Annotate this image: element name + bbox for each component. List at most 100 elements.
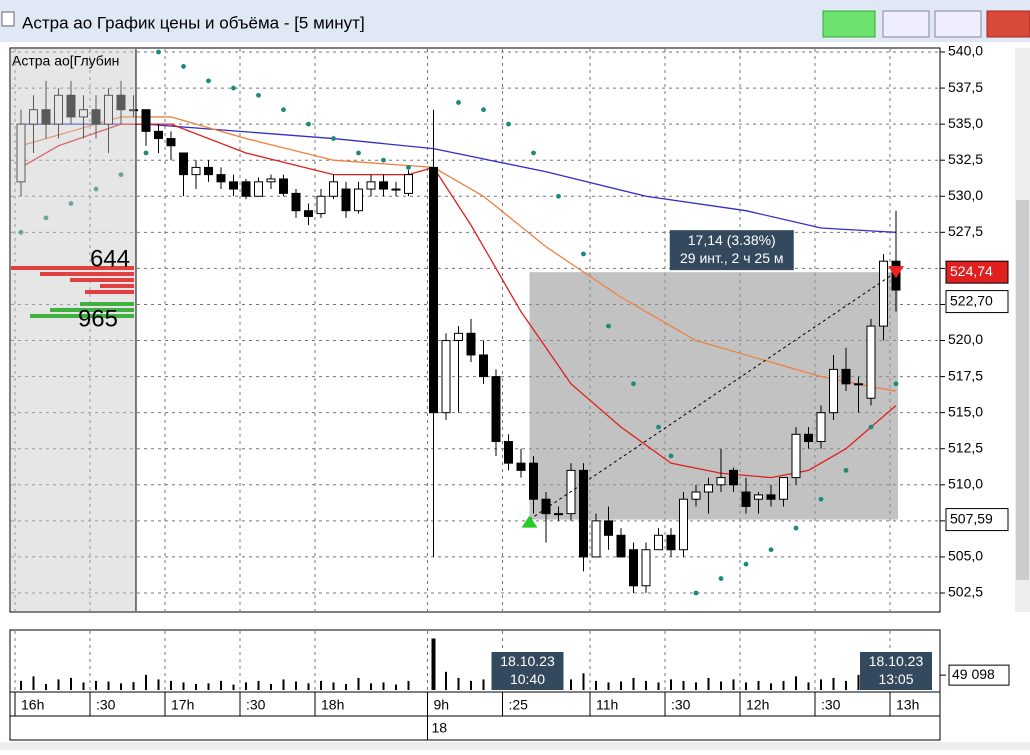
candle-body <box>766 494 776 500</box>
h-scrollbar[interactable] <box>0 742 1030 750</box>
candle-body <box>241 181 251 197</box>
x-tick-label: :30 <box>246 697 266 713</box>
price-label-box <box>945 508 1009 532</box>
measure-change: 17,14 (3.38%) <box>688 232 776 248</box>
sar-dot <box>68 201 74 206</box>
candle-body <box>104 94 113 125</box>
moving-average <box>20 116 897 392</box>
candle-body <box>841 368 851 385</box>
candle-body <box>741 491 751 507</box>
y-tick-label: 520,0 <box>948 331 983 347</box>
candle-body <box>441 340 451 414</box>
volume-tick-label: 49 098 <box>952 666 995 682</box>
candle-body <box>291 192 301 212</box>
candle-body <box>329 181 338 197</box>
price-label: 507,59 <box>950 510 993 526</box>
ask-bar <box>40 272 134 276</box>
sar-dot <box>718 576 724 581</box>
date-callout <box>860 652 932 690</box>
measure-callout <box>669 230 794 271</box>
sar-dot <box>793 525 799 531</box>
candle-body <box>491 376 501 443</box>
minimize-button[interactable] <box>882 10 930 38</box>
sar-dot <box>181 64 186 69</box>
candle-body <box>816 412 826 443</box>
sar-dot <box>868 424 874 430</box>
candle-body <box>591 520 601 558</box>
candle-body <box>729 469 738 486</box>
candle-body <box>66 94 76 118</box>
candle-body <box>691 491 701 500</box>
bid-bar <box>30 314 134 318</box>
depth-ask: 644 <box>90 245 130 272</box>
price-label-box <box>945 290 1009 314</box>
candle-body <box>529 462 538 500</box>
sar-dot <box>768 547 774 553</box>
candle-body <box>279 178 288 194</box>
y-tick-label: 540,0 <box>948 43 983 59</box>
x-tick-label: 9h <box>434 697 450 713</box>
x-tick-label: 17h <box>171 697 194 713</box>
ask-bar <box>70 278 134 282</box>
candle-body <box>141 109 151 132</box>
y-tick-label: 512,5 <box>948 439 983 455</box>
sar-dot <box>631 381 636 387</box>
sar-dot <box>406 165 411 170</box>
y-tick-label: 535,0 <box>948 115 983 131</box>
candle-body <box>866 325 876 399</box>
volume-label-box <box>948 664 1010 686</box>
candle-body <box>391 188 401 191</box>
x-tick-label: :30 <box>671 697 691 713</box>
candle-body <box>516 462 526 471</box>
date-label: 18.10.23 10:40 <box>500 653 555 687</box>
candle-body <box>254 181 263 197</box>
candle-body <box>541 498 551 515</box>
candle-body <box>604 520 613 536</box>
candle-body <box>466 332 476 356</box>
scroll-thumb[interactable] <box>1016 200 1029 580</box>
candle-body <box>16 123 26 183</box>
x-tick-label: 16h <box>21 697 44 713</box>
moving-average <box>20 123 897 479</box>
sar-dot <box>506 121 511 127</box>
ask-bar <box>11 266 134 270</box>
sar-dot <box>693 590 699 596</box>
x-tick-label: 13h <box>896 697 919 713</box>
candle-body <box>404 174 413 194</box>
price-label-box <box>945 260 1009 284</box>
link-button[interactable] <box>822 10 876 38</box>
date-label: 18.10.23 13:05 <box>869 653 924 687</box>
candle-body <box>216 174 226 183</box>
candle-body <box>154 130 163 140</box>
close-button[interactable] <box>986 10 1030 38</box>
candle-body <box>179 152 188 176</box>
y-tick-label: 502,5 <box>948 584 983 600</box>
sar-dot <box>456 100 461 105</box>
sar-dot <box>606 323 611 329</box>
date-callout <box>491 652 564 690</box>
candle-body <box>116 94 126 111</box>
y-tick-label: 517,5 <box>948 367 983 383</box>
candle-body <box>879 260 888 327</box>
sar-dot <box>281 107 286 113</box>
y-tick-label: 530,0 <box>948 187 983 203</box>
candle-body <box>804 433 813 443</box>
candle-body <box>629 549 638 587</box>
candle-body <box>129 109 138 112</box>
exit-marker <box>888 266 904 279</box>
candle-body <box>304 210 313 217</box>
sar-dot <box>143 150 149 156</box>
candle-body <box>716 477 726 486</box>
candle-body <box>79 109 88 118</box>
maximize-button[interactable] <box>934 10 982 38</box>
depth-title: Астра ао[Глубин <box>12 53 119 69</box>
x-tick-label: 18h <box>321 697 344 713</box>
day-label: 18 <box>432 720 448 736</box>
candle-body <box>54 94 63 125</box>
sar-dot <box>556 193 561 199</box>
price-panel <box>9 47 941 613</box>
sar-dot <box>818 496 824 502</box>
price-label: 522,70 <box>950 292 993 308</box>
candle-body <box>654 534 663 551</box>
sar-dot <box>381 157 386 163</box>
